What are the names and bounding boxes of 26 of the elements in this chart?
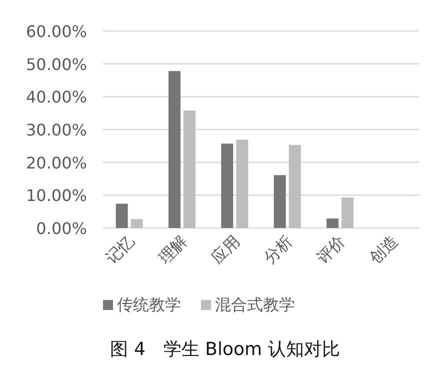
- bar: [342, 197, 354, 228]
- bar: [184, 110, 196, 228]
- bar: [288, 144, 301, 228]
- text: 图 4 学生 Bloom 认知对比: [110, 339, 340, 360]
- bar: [116, 204, 128, 228]
- bar: [274, 175, 286, 228]
- x-tick-label: 记忆: [102, 231, 138, 268]
- y-tick-label: 30.00%: [26, 120, 87, 140]
- y-tick-label: 0.00%: [36, 219, 87, 238]
- x-tick-label: 理解: [154, 231, 191, 268]
- y-tick-label: 10.00%: [26, 186, 87, 206]
- bar: [221, 144, 234, 228]
- bar: [236, 140, 248, 228]
- x-tick-label: 创造: [365, 231, 402, 268]
- x-tick-label: 应用: [207, 231, 244, 268]
- x-tick-label: 评价: [312, 231, 349, 268]
- y-tick-label: 40.00%: [26, 88, 87, 107]
- y-tick-label: 60.00%: [26, 22, 87, 41]
- bar: [168, 71, 180, 228]
- x-tick-label: 分析: [260, 231, 296, 268]
- y-tick-label: 20.00%: [26, 153, 87, 172]
- legend-label: 传统教学: [117, 295, 181, 314]
- y-tick-label: 50.00%: [26, 54, 87, 74]
- bar: [130, 219, 143, 228]
- legend-label: 混合式教学: [215, 295, 295, 314]
- bar: [326, 218, 338, 228]
